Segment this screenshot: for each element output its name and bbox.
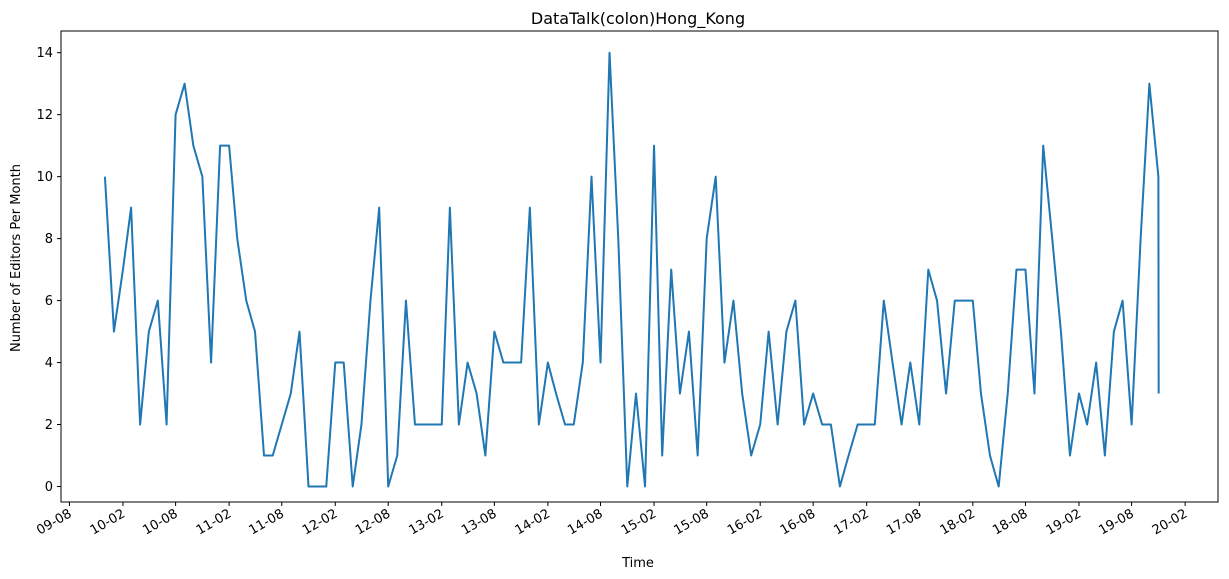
y-tick-label: 8 xyxy=(45,232,53,247)
y-tick-label: 6 xyxy=(45,294,53,309)
series-layer xyxy=(103,51,1160,488)
y-axis-label: Number of Editors Per Month xyxy=(9,164,24,352)
y-tick-label: 14 xyxy=(36,46,53,61)
y-tick-label: 2 xyxy=(45,418,53,433)
y-tick-label: 12 xyxy=(36,108,53,123)
y-tick-label: 10 xyxy=(36,170,53,185)
x-axis-label: Time xyxy=(621,556,654,571)
plot-area-frame xyxy=(60,30,1219,503)
y-tick-label: 4 xyxy=(45,356,53,371)
series-line xyxy=(103,51,1160,488)
chart-title: DataTalk(colon)Hong_Kong xyxy=(531,9,745,29)
y-axis-ticks: 0 2 4 6 8 10 12 14 xyxy=(36,46,61,495)
y-tick-label: 0 xyxy=(45,480,53,495)
